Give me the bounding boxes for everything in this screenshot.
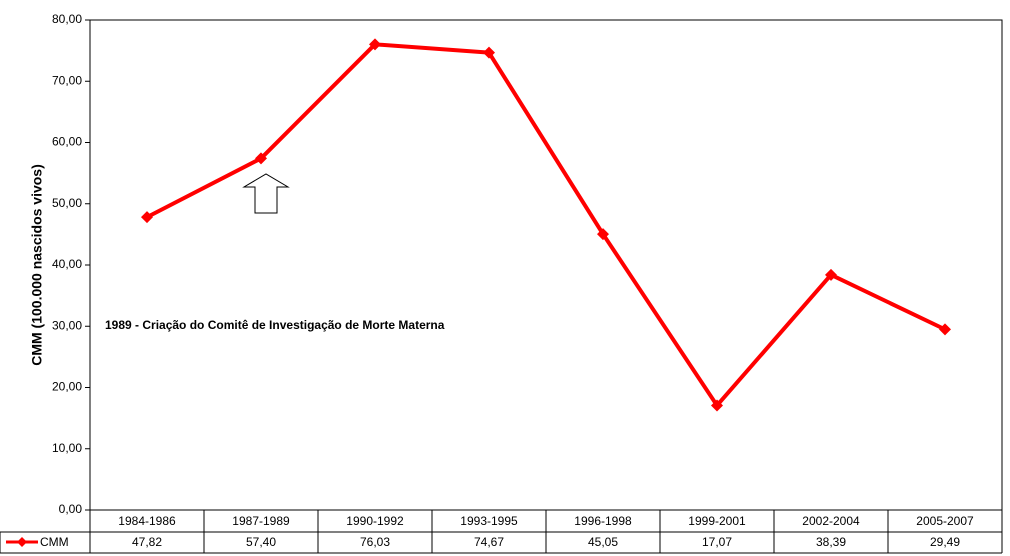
x-tick-label: 2005-2007 [916, 514, 974, 528]
series-line [146, 42, 946, 408]
x-tick-label: 1993-1995 [460, 514, 518, 528]
marker [825, 268, 837, 281]
marker [711, 399, 723, 412]
arrow [242, 173, 290, 214]
table-value: 45,05 [588, 535, 618, 549]
table-value: 29,49 [930, 535, 960, 549]
x-tick-label: 1987-1989 [232, 514, 290, 528]
x-tick-label: 2002-2004 [802, 514, 860, 528]
y-tick-label: 50,00 [52, 196, 82, 210]
marker [141, 211, 153, 224]
y-tick-label: 60,00 [52, 135, 82, 149]
marker [597, 228, 609, 241]
y-axis-label: CMM (100.000 nascidos vivos) [29, 164, 45, 366]
legend-marker [17, 537, 27, 547]
y-tick-label: 0,00 [59, 502, 83, 516]
y-tick-label: 30,00 [52, 318, 82, 332]
marker [369, 38, 381, 51]
x-tick-label: 1990-1992 [346, 514, 404, 528]
marker [939, 323, 951, 336]
marker [255, 152, 267, 165]
table-value: 17,07 [702, 535, 732, 549]
y-tick-label: 80,00 [52, 12, 82, 26]
table-value: 74,67 [474, 535, 504, 549]
x-tick-label: 1984-1986 [118, 514, 176, 528]
table-value: 76,03 [360, 535, 390, 549]
y-tick-label: 40,00 [52, 257, 82, 271]
y-tick-label: 20,00 [52, 380, 82, 394]
plot-area [89, 19, 1003, 511]
table-value: 38,39 [816, 535, 846, 549]
annotation: 1989 - Criação do Comitê de Investigação… [105, 318, 445, 332]
x-tick-label: 1999-2001 [688, 514, 746, 528]
x-tick-label: 1996-1998 [574, 514, 632, 528]
marker [483, 46, 495, 59]
legend-label: CMM [40, 535, 69, 549]
table-value: 57,40 [246, 535, 276, 549]
table-value: 47,82 [132, 535, 162, 549]
y-tick-label: 10,00 [52, 441, 82, 455]
y-tick-label: 70,00 [52, 73, 82, 87]
